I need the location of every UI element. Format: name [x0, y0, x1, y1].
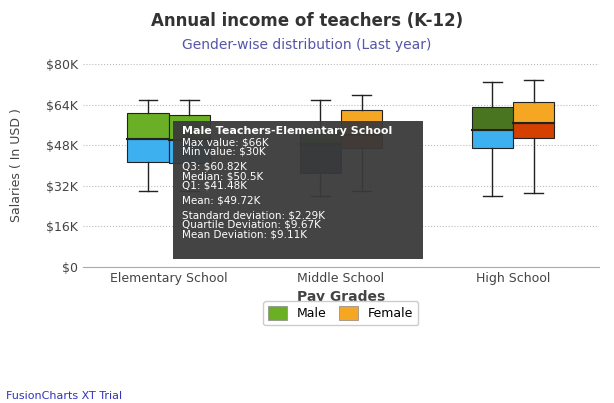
Bar	[341, 135, 382, 148]
Text: Mean Deviation: $9.11K: Mean Deviation: $9.11K	[182, 229, 308, 239]
Bar	[169, 140, 210, 163]
Text: Gender-wise distribution (Last year): Gender-wise distribution (Last year)	[182, 38, 432, 52]
Y-axis label: Salaries ( In USD ): Salaries ( In USD )	[10, 108, 23, 222]
Bar	[472, 130, 513, 148]
Legend: Male, Female: Male, Female	[263, 301, 418, 325]
Text: Median: $50.5K: Median: $50.5K	[182, 171, 263, 181]
Text: Min value: $30K: Min value: $30K	[182, 147, 266, 157]
Text: FusionCharts XT Trial: FusionCharts XT Trial	[6, 391, 122, 401]
FancyBboxPatch shape	[173, 121, 424, 259]
Bar	[513, 123, 554, 138]
Text: Max value: $66K: Max value: $66K	[182, 137, 269, 147]
Bar	[300, 144, 341, 173]
Text: Q3: $60.82K: Q3: $60.82K	[182, 162, 247, 172]
Text: Annual income of teachers (K-12): Annual income of teachers (K-12)	[151, 12, 463, 30]
Bar	[169, 115, 210, 140]
Bar	[128, 139, 169, 162]
Text: Q1: $41.48K: Q1: $41.48K	[182, 181, 247, 191]
Text: Standard deviation: $2.29K: Standard deviation: $2.29K	[182, 210, 325, 220]
Bar	[128, 113, 169, 139]
Text: Quartile Deviation: $9.67K: Quartile Deviation: $9.67K	[182, 220, 321, 230]
X-axis label: Pay Grades: Pay Grades	[297, 290, 385, 304]
Bar	[513, 102, 554, 123]
Text: Male Teachers-Elementary School: Male Teachers-Elementary School	[182, 126, 392, 136]
Bar	[300, 128, 341, 144]
Bar	[472, 107, 513, 130]
Text: Mean: $49.72K: Mean: $49.72K	[182, 195, 261, 206]
Bar	[341, 110, 382, 135]
